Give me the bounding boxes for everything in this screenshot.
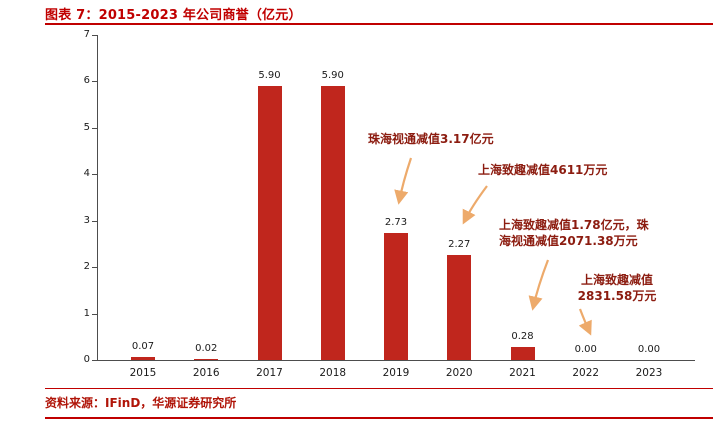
x-axis-tick-label: 2019 [382, 367, 410, 379]
y-axis-line [97, 35, 98, 360]
y-axis-tick-label: 6 [83, 75, 90, 87]
y-axis-tick-mark [92, 360, 97, 361]
y-axis-tick-label: 4 [83, 168, 90, 180]
y-axis-tick-label: 2 [83, 261, 90, 273]
bar-value-label: 0.07 [131, 341, 155, 352]
figure-title: 图表 7：2015-2023 年公司商誉（亿元） [45, 8, 302, 23]
bar-value-label: 2.27 [448, 239, 471, 250]
y-axis-tick-label: 1 [83, 307, 90, 319]
arrow-icon-2021 [528, 259, 550, 311]
x-axis-line [97, 360, 695, 361]
x-axis-tick-label: 2017 [256, 367, 283, 379]
bar-2016 [194, 359, 219, 360]
arrow-icon-2020 [462, 185, 488, 225]
bar-value-label: 0.00 [574, 344, 597, 355]
bar-2021 [510, 347, 535, 360]
x-axis-tick-label: 2015 [129, 367, 157, 379]
y-axis-tick-label: 0 [83, 354, 90, 365]
y-axis-tick-mark [92, 313, 97, 315]
bar-value-label: 0.28 [511, 331, 534, 342]
x-axis-tick-label: 2016 [192, 367, 220, 379]
bar-value-label: 5.90 [258, 70, 281, 81]
title-divider [45, 23, 713, 25]
x-axis-tick-label: 2022 [572, 367, 600, 379]
y-axis-tick-label: 5 [83, 121, 90, 133]
y-axis-tick-mark [92, 35, 97, 36]
bar-value-label: 5.90 [321, 70, 344, 81]
bar-value-label: 0.00 [637, 344, 661, 355]
x-axis-tick-label: 2023 [635, 367, 663, 379]
source-note: 资料来源：IFinD，华源证券研究所 [45, 396, 237, 410]
annotation-2021-impairment: 上海致趣减值1.78亿元，珠 海视通减值2071.38万元 [499, 218, 649, 249]
y-axis-tick-mark [92, 267, 97, 269]
arrow-icon-2019 [394, 157, 413, 205]
bar-2020 [447, 255, 472, 360]
y-axis-tick-label: 3 [83, 214, 90, 226]
arrow-icon-2022 [578, 308, 592, 336]
x-axis-tick-label: 2020 [445, 367, 473, 379]
bar-2015 [131, 357, 155, 360]
bar-2018 [320, 86, 345, 360]
y-axis-tick-mark [92, 174, 97, 176]
y-axis-tick-mark [92, 127, 97, 129]
x-axis-tick-label: 2021 [509, 367, 536, 379]
bottom-divider [45, 417, 713, 419]
x-axis-tick-label: 2018 [319, 367, 347, 379]
bar-2017 [257, 86, 282, 360]
y-axis-tick-mark [92, 220, 97, 222]
bar-value-label: 0.02 [195, 343, 218, 354]
bar-2019 [384, 233, 408, 360]
annotation-2019-impairment: 珠海视通减值3.17亿元 [368, 132, 494, 146]
annotation-2020-impairment: 上海致趣减值4611万元 [478, 163, 608, 177]
y-axis-tick-mark [92, 81, 97, 83]
y-axis-tick-label: 7 [83, 29, 90, 40]
footer-divider [45, 388, 713, 389]
bar-value-label: 2.73 [384, 217, 408, 228]
annotation-2022-impairment: 上海致趣减值 2831.58万元 [577, 273, 657, 304]
